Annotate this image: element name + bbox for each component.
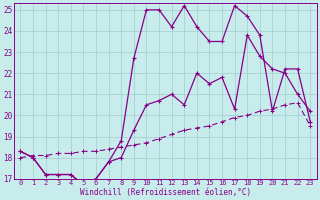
X-axis label: Windchill (Refroidissement éolien,°C): Windchill (Refroidissement éolien,°C) (80, 188, 251, 197)
